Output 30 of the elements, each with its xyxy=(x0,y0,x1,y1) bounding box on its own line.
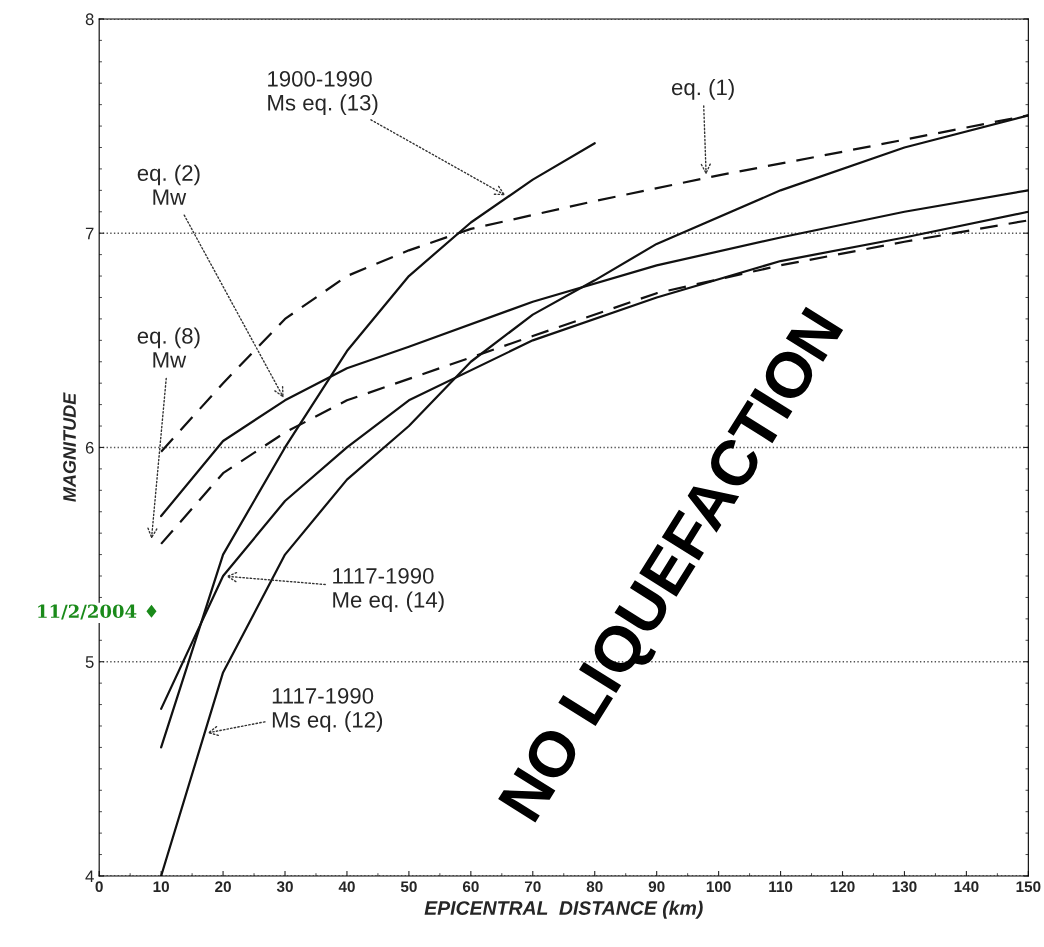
annotation: eq. (1) xyxy=(671,78,734,100)
annotation: 1117-1990 Me eq. (14) xyxy=(333,568,444,613)
x-tick-label: 60 xyxy=(462,881,479,893)
x-tick-label: 80 xyxy=(586,881,603,893)
x-tick-label: 120 xyxy=(830,881,855,893)
x-tick-label: 0 xyxy=(95,881,103,893)
x-tick-label: 30 xyxy=(276,881,293,893)
annotation: eq. (2) Mw xyxy=(137,164,200,205)
x-tick-label: 140 xyxy=(954,881,979,893)
x-tick-label: 100 xyxy=(706,881,731,893)
annotation: eq. (8) Mw xyxy=(137,327,200,368)
x-tick-label: 110 xyxy=(769,881,793,893)
x-tick-label: 20 xyxy=(215,881,231,893)
y-tick-label: 4 xyxy=(85,870,94,883)
y-tick-label: 5 xyxy=(85,656,94,668)
annotation: 1117-1990 Ms eq. (12) xyxy=(272,688,383,733)
y-tick-label: 7 xyxy=(85,227,94,240)
y-tick-label: 8 xyxy=(85,13,94,26)
x-tick-label: 50 xyxy=(400,881,417,893)
x-tick-label: 90 xyxy=(648,881,665,893)
y-axis-title: MAGNITUDE xyxy=(63,392,76,502)
x-axis-title: EPICENTRAL DISTANCE (km) xyxy=(424,900,703,919)
x-tick-label: 70 xyxy=(524,881,541,893)
x-tick-label: 40 xyxy=(338,881,355,893)
x-tick-label: 150 xyxy=(1016,881,1041,893)
x-tick-label: 10 xyxy=(153,881,169,893)
x-tick-label: 130 xyxy=(892,881,917,893)
annotation: 1900-1990 Ms eq. (13) xyxy=(268,70,378,116)
y-tick-label: 6 xyxy=(85,441,94,454)
annotation: 11/2/2004 ♦ xyxy=(38,604,157,620)
